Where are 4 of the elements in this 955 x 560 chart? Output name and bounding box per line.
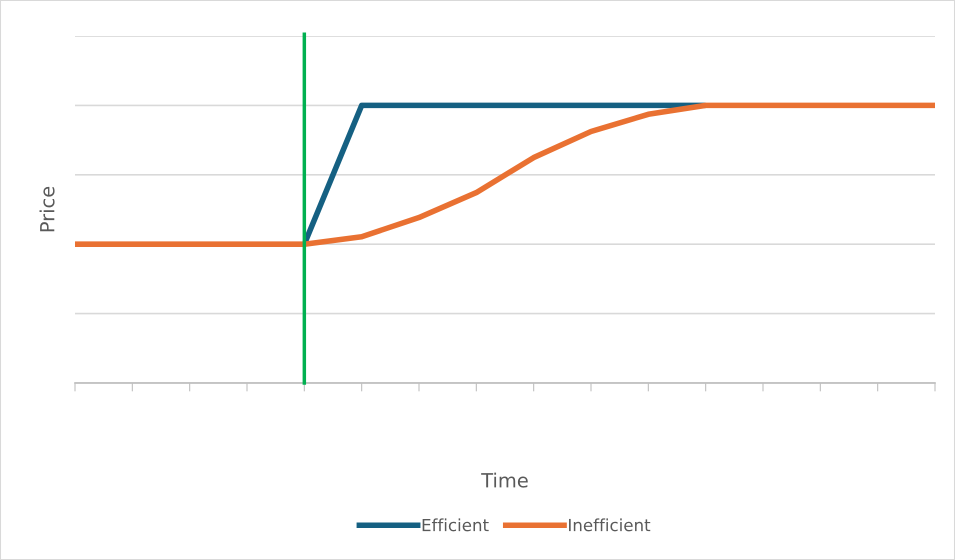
legend-label: Inefficient	[569, 518, 650, 532]
legend-label: Efficient	[422, 518, 489, 532]
x-axis-title: Time	[481, 472, 528, 488]
y-axis-title: Price	[40, 186, 55, 232]
